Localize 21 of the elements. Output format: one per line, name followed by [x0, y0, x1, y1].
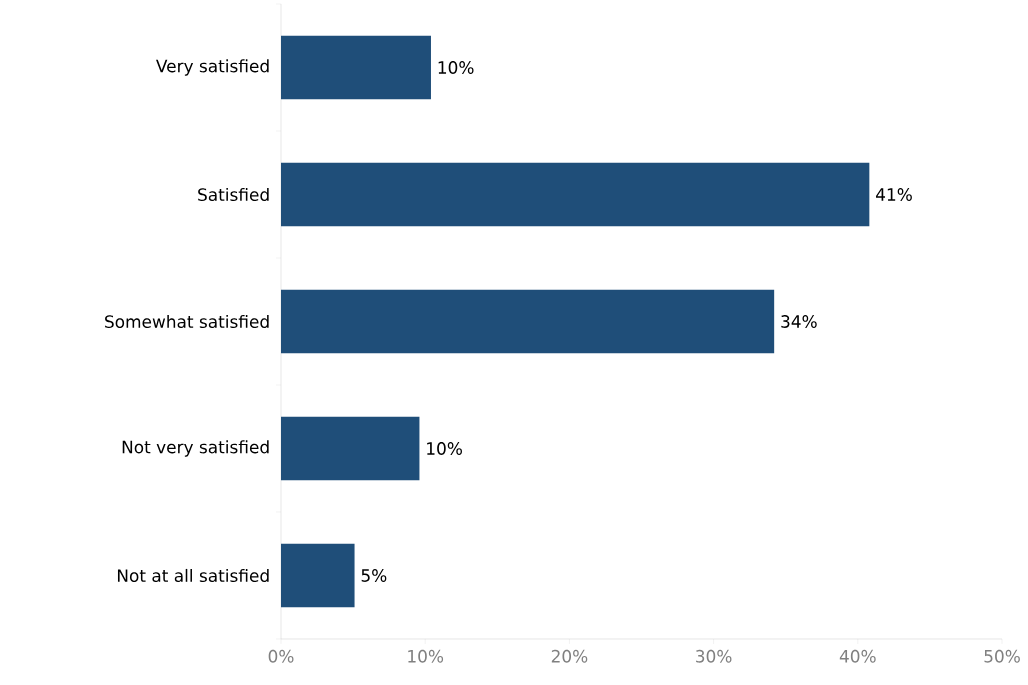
data-label: 10%	[438, 61, 474, 74]
data-label: 41%	[876, 188, 912, 201]
bar	[281, 162, 870, 227]
y-tick-label: Satisfied	[198, 187, 269, 202]
y-tick-label: Very satisfied	[156, 59, 269, 76]
data-label: 10%	[427, 442, 462, 455]
y-tick-label: Somewhat satisfied	[105, 314, 269, 329]
data-label: 34%	[781, 315, 817, 328]
x-tick-label: 10%	[408, 649, 444, 663]
x-tick-label: 0%	[268, 649, 294, 663]
data-label: 5%	[361, 569, 387, 582]
y-tick-label: Not very satisfied	[122, 440, 269, 457]
bar	[281, 416, 420, 481]
bar	[281, 543, 355, 608]
bar	[281, 289, 775, 354]
x-tick-label: 20%	[551, 649, 588, 663]
x-tick-label: 50%	[984, 649, 1020, 663]
x-tick-label: 30%	[696, 649, 732, 663]
bar	[281, 35, 431, 100]
y-tick-label: Not at all satisfied	[117, 568, 269, 583]
x-tick-label: 40%	[839, 649, 876, 663]
